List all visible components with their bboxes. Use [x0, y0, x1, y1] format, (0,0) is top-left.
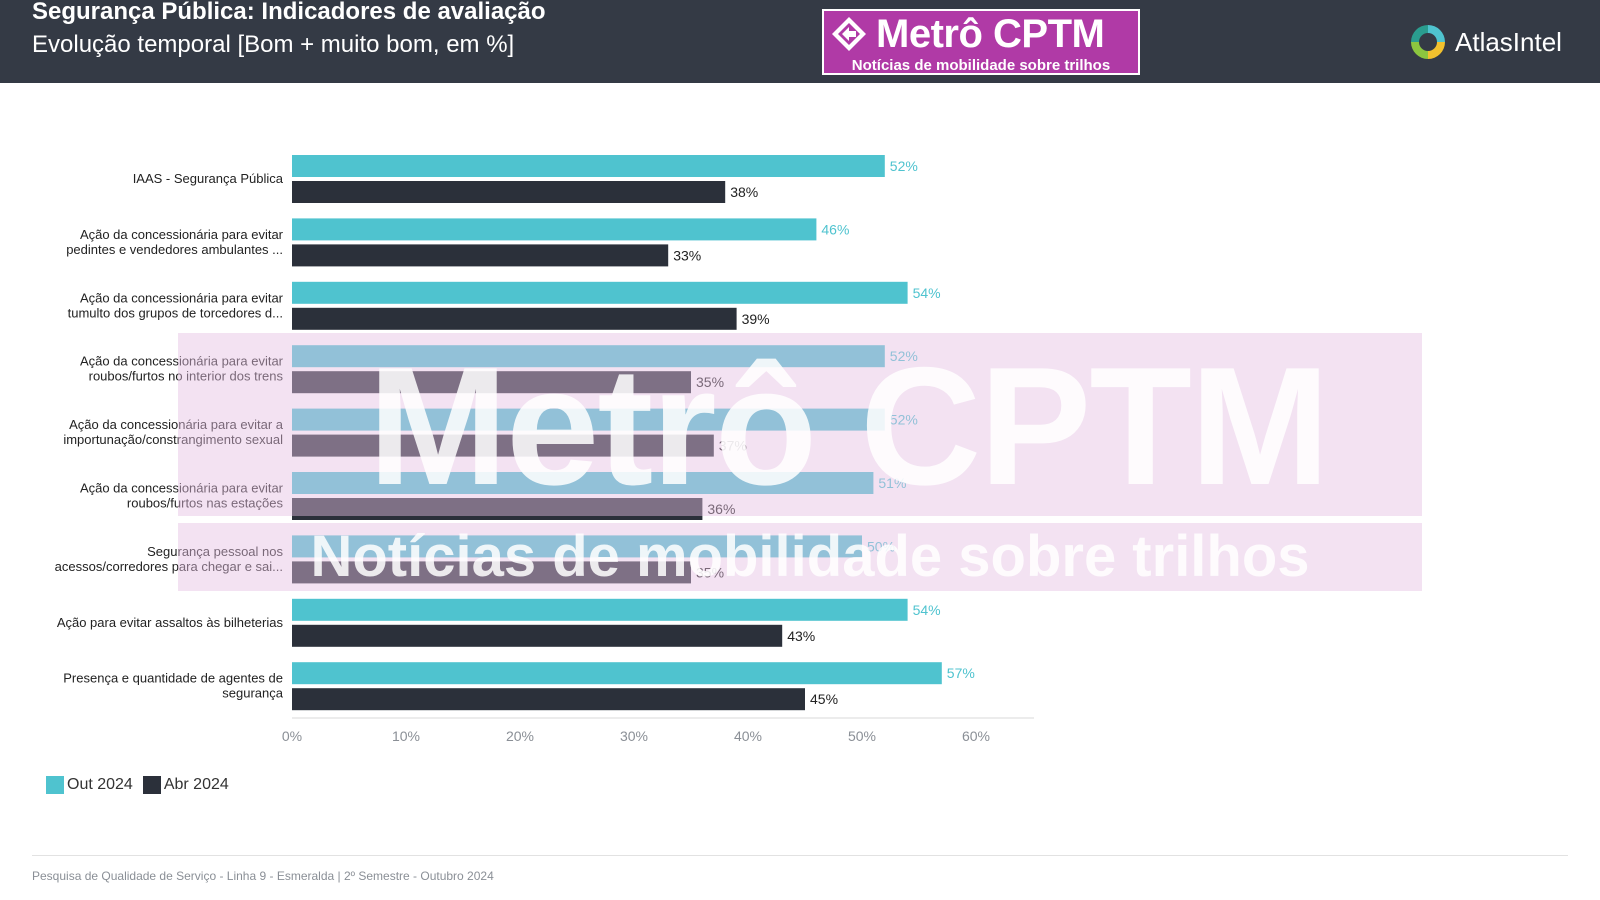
page-subtitle: Evolução temporal [Bom + muito bom, em %… [32, 31, 515, 58]
legend-label: Out 2024 [67, 776, 133, 793]
category-label: Ação da concessionária para evitar [80, 290, 284, 305]
data-label: 37% [719, 438, 747, 454]
data-label: 33% [673, 247, 701, 263]
atlasintel-logo: AtlasIntel [1409, 22, 1562, 62]
data-label: 45% [810, 691, 838, 707]
bar-out-2024 [292, 155, 885, 177]
category-label: Ação da concessionária para evitar [80, 227, 284, 242]
bar-out-2024 [292, 598, 908, 621]
data-label: 54% [913, 602, 941, 618]
data-label: 52% [890, 158, 918, 174]
bar-out-2024 [292, 345, 885, 368]
x-tick-label: 20% [506, 728, 534, 744]
category-label: Ação da concessionária para evitar [80, 354, 284, 369]
category-label: pedintes e vendedores ambulantes ... [66, 242, 283, 257]
category-label: tumulto dos grupos de torcedores d... [68, 305, 283, 320]
category-label: roubos/furtos nas estações [127, 496, 284, 511]
legend: Out 2024 Abr 2024 [46, 776, 239, 794]
data-label: 50% [867, 538, 895, 554]
data-label: 35% [696, 564, 724, 580]
category-label: roubos/furtos no interior dos trens [89, 369, 284, 384]
brand-name: Metrô CPTM [876, 12, 1105, 56]
x-tick-label: 10% [392, 728, 420, 744]
bar-out-2024 [292, 535, 862, 558]
data-label: 43% [787, 628, 815, 644]
bar-out-2024 [292, 281, 908, 304]
bar-out-2024 [292, 218, 817, 241]
data-label: 39% [742, 311, 770, 327]
legend-label: Abr 2024 [163, 776, 229, 793]
bar-abr-2024 [292, 434, 714, 457]
bar-abr-2024 [292, 498, 703, 520]
x-tick-label: 40% [734, 728, 762, 744]
data-label: 52% [890, 412, 918, 428]
x-tick-label: 50% [848, 728, 876, 744]
category-label: Segurança pessoal nos [147, 544, 283, 559]
brand-tagline: Notícias de mobilidade sobre trilhos [851, 57, 1111, 74]
data-label: 36% [707, 501, 735, 517]
atlas-ring-icon [1411, 25, 1445, 59]
data-label: 57% [947, 665, 975, 681]
header: Segurança Pública: Indicadores de avalia… [0, 0, 1600, 83]
bar-abr-2024 [292, 624, 783, 647]
legend-swatch [46, 776, 64, 794]
bar-abr-2024 [292, 244, 669, 267]
category-label: Ação da concessionária para evitar [80, 481, 284, 496]
data-label: 54% [913, 285, 941, 301]
diamond-logo-icon [832, 17, 866, 51]
data-label: 38% [730, 184, 758, 200]
legend-item-abr-2024: Abr 2024 [142, 776, 229, 794]
bar-abr-2024 [292, 688, 805, 711]
category-label: IAAS - Segurança Pública [133, 171, 284, 186]
category-label: Ação da concessionária para evitar a [69, 417, 284, 432]
bar-abr-2024 [292, 181, 726, 203]
bar-abr-2024 [292, 561, 691, 584]
data-label: 51% [878, 475, 906, 491]
category-label: importunação/constrangimento sexual [63, 432, 283, 447]
data-label: 35% [696, 374, 724, 390]
footer-divider [32, 855, 1568, 856]
bar-abr-2024 [292, 307, 737, 330]
category-label: Ação para evitar assaltos às bilheterias [57, 615, 284, 630]
bar-out-2024 [292, 662, 942, 685]
data-label: 46% [821, 221, 849, 237]
legend-item-out-2024: Out 2024 [46, 776, 133, 794]
bar-out-2024 [292, 472, 874, 494]
metro-cptm-logo: Metrô CPTM Notícias de mobilidade sobre … [822, 9, 1140, 75]
category-label: Presença e quantidade de agentes de [63, 671, 283, 686]
footer-text: Pesquisa de Qualidade de Serviço - Linha… [32, 869, 494, 883]
x-tick-label: 0% [282, 728, 302, 744]
category-label: segurança [222, 686, 283, 701]
page-title: Segurança Pública: Indicadores de avalia… [32, 0, 546, 25]
category-label: acessos/corredores para chegar e sai... [55, 559, 283, 574]
x-tick-label: 30% [620, 728, 648, 744]
atlas-name: AtlasIntel [1455, 26, 1562, 57]
data-label: 52% [890, 348, 918, 364]
x-tick-label: 60% [962, 728, 990, 744]
legend-swatch [142, 776, 161, 794]
bar-out-2024 [292, 408, 885, 431]
bar-abr-2024 [292, 371, 691, 394]
